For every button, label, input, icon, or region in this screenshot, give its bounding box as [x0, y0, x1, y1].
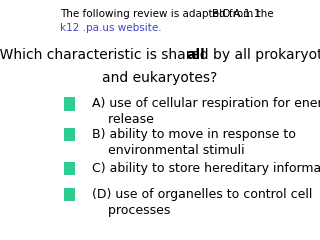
Text: B) ability to move in response to
    environmental stimuli: B) ability to move in response to enviro… [92, 128, 296, 157]
Text: C) ability to store hereditary information: C) ability to store hereditary informati… [92, 162, 320, 174]
Text: A) use of cellular respiration for energy
    release: A) use of cellular respiration for energ… [92, 97, 320, 126]
Text: (D) use of organelles to control cell
    processes: (D) use of organelles to control cell pr… [92, 188, 312, 217]
FancyBboxPatch shape [64, 188, 76, 201]
Text: and eukaryotes?: and eukaryotes? [102, 71, 218, 85]
Text: k12 .pa.us website.: k12 .pa.us website. [60, 23, 161, 33]
FancyBboxPatch shape [64, 97, 76, 110]
Text: The following review is adapted from the: The following review is adapted from the [60, 8, 273, 18]
Text: BIO.A.1.1: BIO.A.1.1 [212, 8, 260, 18]
Text: 1. Which characteristic is shared by all prokaryotes: 1. Which characteristic is shared by all… [0, 48, 320, 62]
FancyBboxPatch shape [64, 128, 76, 141]
Text: all: all [187, 48, 205, 62]
FancyBboxPatch shape [64, 162, 76, 174]
